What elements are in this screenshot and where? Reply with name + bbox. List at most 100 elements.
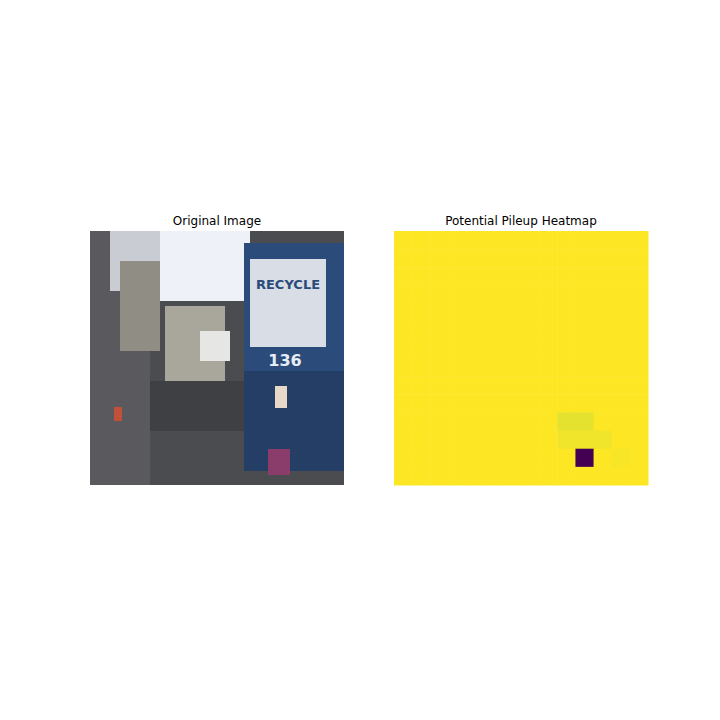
heatmap-cell [521,285,540,304]
heatmap-cell [430,358,449,377]
heatmap-cell [394,249,413,268]
heatmap-cell [394,304,413,323]
heatmap-cell [557,249,576,268]
heatmap-cell [467,267,486,286]
heatmap-cell [557,376,576,395]
heatmap-cell [521,467,540,486]
heatmap-cell [575,412,594,431]
heatmap-cell [539,231,558,250]
heatmap-cell [557,449,576,468]
heatmap-cell [485,394,504,413]
heatmap-cell [412,376,431,395]
machine [120,261,160,351]
heatmap-cell [394,467,413,486]
heatmap-cell [503,431,522,450]
heatmap-cell [485,449,504,468]
heatmap-cell [412,231,431,250]
heatmap-cell [539,431,558,450]
heatmap-cell [467,322,486,341]
heatmap-cell [485,285,504,304]
heatmap-cell [394,431,413,450]
heatmap-cell [503,412,522,431]
heatmap-cell [503,267,522,286]
heatmap-cell [485,322,504,341]
heatmap-cell [521,322,540,341]
heatmap-cell [575,231,594,250]
heatmap-cell [394,376,413,395]
heatmap-cell [467,340,486,359]
heatmap-cell [503,394,522,413]
heatmap-cell [412,340,431,359]
heatmap-cell [630,467,649,486]
heatmap-cell [557,231,576,250]
heatmap-cell [503,285,522,304]
heatmap-cell [575,304,594,323]
heatmap-cell [467,376,486,395]
heatmap-cell [557,304,576,323]
heatmap-cell [448,467,467,486]
heatmap-cell [485,304,504,323]
heatmap-cell [630,267,649,286]
heatmap-cell [394,449,413,468]
heatmap-cell [630,394,649,413]
heatmap-cell [594,358,613,377]
heatmap-cell [485,431,504,450]
heatmap-cell [630,376,649,395]
heatmap-cell [430,431,449,450]
heatmap-cell [412,267,431,286]
heatmap-cell [539,412,558,431]
heatmap-cell [539,467,558,486]
photo-text: RECYCLE [256,277,320,292]
heatmap-cell [394,267,413,286]
heatmap-cell [539,340,558,359]
heatmap-cell [448,304,467,323]
heatmap-cell [594,412,613,431]
heatmap-cell [630,449,649,468]
heatmap-cell [630,249,649,268]
heatmap-cell [412,358,431,377]
heatmap-cell [448,412,467,431]
heatmap-cells [394,231,649,486]
heatmap-cell [539,249,558,268]
heatmap-cell [485,376,504,395]
heatmap-cell [521,412,540,431]
heatmap-cell [430,231,449,250]
heatmap-cell [430,376,449,395]
panel-title: Original Image [173,214,261,228]
heatmap-cell [612,285,631,304]
heatmap-cell [448,322,467,341]
heatmap-cell [448,231,467,250]
window-glare [160,231,250,301]
heatmap-cell [521,340,540,359]
box [200,331,230,361]
heatmap-cell [539,285,558,304]
heatmap-cell [521,267,540,286]
heatmap-cell [630,431,649,450]
heatmap-cell [594,285,613,304]
heatmap-cell [575,340,594,359]
heatmap-cell [594,340,613,359]
dumpster [244,243,344,471]
heatmap-cell [539,449,558,468]
heatmap-cell [630,340,649,359]
heatmap-cell [557,394,576,413]
heatmap-cell [430,249,449,268]
heatmap-cell [575,358,594,377]
heatmap-cell [485,412,504,431]
heatmap-cell [630,285,649,304]
heatmap-cell [575,267,594,286]
heatmap-cell [412,394,431,413]
heatmap-cell [594,376,613,395]
heatmap-cell [521,431,540,450]
heatmap-cell [467,467,486,486]
sticker [275,386,287,408]
heatmap-cell [612,449,631,468]
heatmap-cell [594,267,613,286]
heatmap-cell [612,322,631,341]
heatmap-cell [503,249,522,268]
heatmap-cell [503,449,522,468]
heatmap-cell [467,249,486,268]
heatmap-cell [448,449,467,468]
heatmap-cell [557,431,576,450]
heatmap-cell [412,249,431,268]
